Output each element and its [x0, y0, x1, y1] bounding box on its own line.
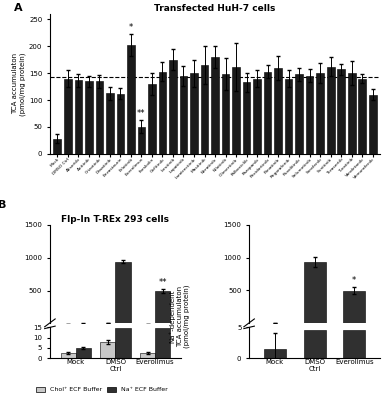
Bar [304, 330, 326, 358]
Bar [116, 328, 131, 358]
Text: **: ** [159, 278, 167, 287]
Title: Flp-In T-REx 293 cells: Flp-In T-REx 293 cells [61, 215, 169, 224]
Bar [180, 76, 187, 154]
Bar [304, 262, 326, 323]
Bar [232, 67, 240, 154]
Bar [106, 93, 114, 154]
Bar [295, 74, 303, 154]
Bar [243, 82, 250, 154]
Bar [127, 45, 135, 154]
Bar [369, 95, 377, 154]
Y-axis label: TCA accumulaton
(pmol/mg protein): TCA accumulaton (pmol/mg protein) [13, 52, 26, 116]
Bar [285, 78, 293, 154]
Bar [327, 67, 334, 154]
Bar [190, 73, 198, 154]
Bar [343, 291, 365, 323]
Bar [64, 78, 71, 154]
Bar [201, 65, 208, 154]
Bar [222, 74, 229, 154]
Text: A: A [13, 3, 22, 13]
Bar [316, 73, 324, 154]
Bar [53, 139, 61, 154]
Bar [116, 262, 131, 324]
Bar [211, 57, 219, 154]
Bar [343, 330, 365, 358]
Bar [348, 73, 356, 154]
Text: *: * [352, 276, 356, 286]
Text: **: ** [137, 109, 146, 118]
Text: B: B [0, 200, 6, 210]
Bar [338, 69, 345, 154]
Bar [274, 68, 282, 154]
Bar [155, 328, 170, 358]
Bar [137, 127, 145, 154]
Bar [148, 84, 156, 154]
Bar [253, 78, 261, 154]
Bar [155, 291, 170, 324]
Bar [85, 81, 93, 154]
Bar [100, 323, 116, 324]
Bar [76, 348, 91, 358]
Bar [96, 81, 103, 154]
Bar [61, 353, 76, 358]
Bar [117, 94, 124, 154]
Legend: Chol⁺ ECF Buffer, Na⁺ ECF Buffer: Chol⁺ ECF Buffer, Na⁺ ECF Buffer [34, 384, 170, 395]
Bar [264, 349, 286, 358]
Bar [359, 78, 366, 154]
Bar [100, 342, 116, 358]
Y-axis label: Na⁺-dependent
TCA accumulaton
(pmol/mg protein): Na⁺-dependent TCA accumulaton (pmol/mg p… [169, 285, 190, 348]
Bar [140, 353, 155, 358]
Bar [264, 72, 271, 154]
Bar [169, 60, 177, 154]
Bar [159, 72, 166, 154]
Bar [306, 76, 313, 154]
Bar [74, 80, 82, 154]
Text: *: * [129, 23, 133, 32]
Title: Transfected HuH-7 cells: Transfected HuH-7 cells [154, 4, 276, 13]
